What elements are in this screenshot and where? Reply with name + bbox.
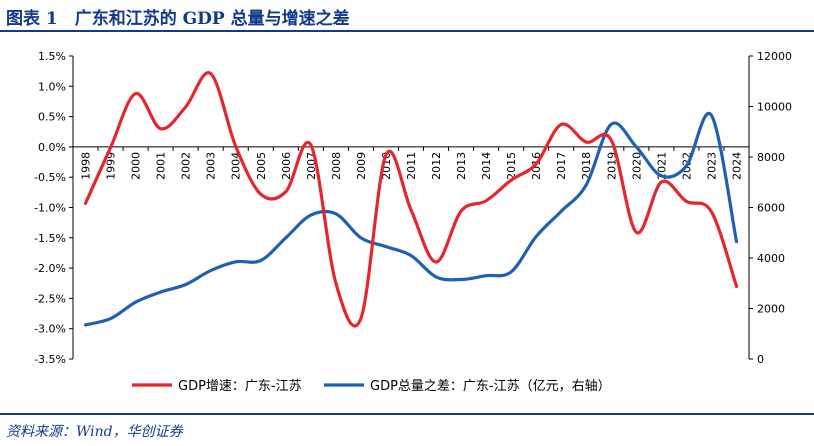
legend-label-gdp-total-diff: GDP总量之差：广东-江苏（亿元，右轴） [370, 378, 611, 394]
x-tick-label: 2002 [180, 152, 193, 180]
right-tick-label: 0 [757, 353, 764, 366]
x-tick-label: 2023 [705, 152, 718, 180]
x-tick-label: 2006 [280, 152, 293, 180]
x-tick-label: 2003 [205, 152, 218, 180]
x-tick-label: 2020 [630, 152, 643, 180]
left-tick-label: -1.5% [34, 232, 66, 245]
left-tick-label: -0.5% [34, 171, 66, 184]
x-tick-label: 2000 [130, 152, 143, 180]
chart-axes: 1.5% 1.0% 0.5% 0.0% -0.5% -1.0% -1.5% -2.0% -2.5… [34, 50, 792, 366]
chart-legend: GDP增速：广东-江苏 GDP总量之差：广东-江苏（亿元，右轴） [132, 378, 611, 394]
left-tick-label: -2.5% [34, 292, 66, 305]
x-tick-label: 2009 [355, 152, 368, 180]
x-tick-label: 2008 [330, 152, 343, 180]
x-tick-label: 2001 [155, 152, 168, 180]
x-tick-label: 2014 [480, 152, 493, 180]
left-tick-label: -1.0% [34, 202, 66, 215]
right-tick-label: 4000 [757, 252, 785, 265]
right-tick-label: 10000 [757, 101, 792, 114]
left-tick-label: -3.0% [34, 323, 66, 336]
x-tick-label: 1998 [80, 152, 93, 180]
x-tick-label: 2024 [730, 152, 743, 180]
x-tick-label: 1999 [105, 152, 118, 180]
x-tick-label: 2015 [505, 152, 518, 180]
bottom-divider [0, 413, 814, 415]
x-tick-label: 2017 [555, 152, 568, 180]
legend-label-gdp-growth-diff: GDP增速：广东-江苏 [178, 378, 302, 394]
left-tick-label: 1.0% [38, 80, 66, 93]
left-tick-label: 0.0% [38, 141, 66, 154]
chart-series [83, 71, 739, 328]
right-tick-label: 6000 [757, 202, 785, 215]
left-tick-label: -2.0% [34, 262, 66, 275]
right-tick-label: 12000 [757, 50, 792, 63]
right-tick-label: 2000 [757, 303, 785, 316]
series-line-gdp-total-diff [83, 111, 739, 327]
title-bar: 图表 1 广东和江苏的 GDP 总量与增速之差 [0, 0, 814, 32]
left-tick-label: -3.5% [34, 353, 66, 366]
series-line-gdp-growth-diff [83, 71, 739, 328]
right-tick-label: 8000 [757, 151, 785, 164]
left-tick-label: 1.5% [38, 50, 66, 63]
figure-title: 图表 1 广东和江苏的 GDP 总量与增速之差 [6, 9, 350, 29]
x-tick-label: 2013 [455, 152, 468, 180]
source-note: 资料来源：Wind，华创证券 [6, 424, 183, 440]
title-divider [0, 30, 814, 32]
x-tick-label: 2019 [605, 152, 618, 180]
left-tick-label: 0.5% [38, 111, 66, 124]
chart: 1.5% 1.0% 0.5% 0.0% -0.5% -1.0% -1.5% -2.0% -2.5… [34, 50, 792, 394]
x-tick-label: 2011 [405, 152, 418, 180]
x-tick-label: 2012 [430, 152, 443, 180]
x-tick-label: 2005 [255, 152, 268, 180]
